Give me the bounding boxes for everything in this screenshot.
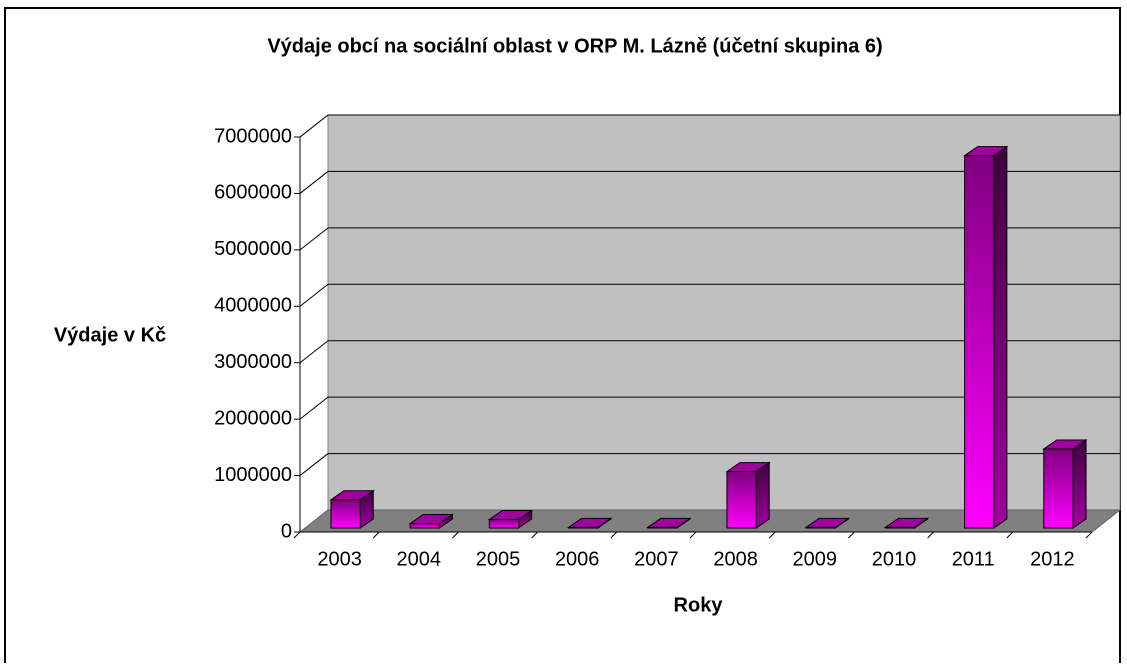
y-tick-label: 4000000	[214, 295, 292, 317]
grid-line	[299, 340, 329, 364]
grid-line	[299, 453, 329, 476]
bar-side	[993, 145, 1008, 529]
x-tick-label: 2009	[793, 548, 838, 570]
bar-side	[755, 461, 770, 529]
bar	[964, 155, 995, 529]
x-tick	[927, 531, 934, 539]
x-tick	[768, 531, 776, 539]
grid-line	[299, 114, 329, 138]
y-tick-label: 1000000	[214, 464, 292, 486]
x-tick	[610, 531, 618, 539]
bar	[488, 519, 520, 529]
y-tick-label: 6000000	[214, 182, 292, 204]
x-axis-label: Roky	[674, 594, 724, 616]
bar	[330, 499, 361, 529]
x-tick	[689, 531, 697, 539]
x-tick	[452, 531, 459, 539]
x-tick-label: 2011	[952, 548, 995, 570]
x-tick	[1085, 531, 1093, 539]
grid-line	[299, 227, 329, 251]
grid-line	[299, 283, 329, 307]
x-tick	[293, 531, 301, 539]
bar	[647, 526, 678, 529]
y-tick-label: 7000000	[214, 125, 292, 147]
y-tick-label: 5000000	[214, 238, 292, 260]
bar	[726, 471, 757, 529]
x-tick-label: 2007	[634, 548, 679, 570]
bar	[884, 526, 916, 529]
x-tick-label: 2012	[1030, 548, 1075, 570]
y-tick-label: 0	[281, 520, 292, 542]
y-tick-label: 3000000	[214, 351, 292, 373]
y-tick-label: 2000000	[214, 407, 292, 429]
bar-side	[1072, 439, 1087, 529]
y-axis-label: Výdaje v Kč	[54, 324, 166, 346]
x-tick-label: 2003	[317, 548, 362, 570]
x-tick	[531, 531, 538, 539]
bar	[1043, 448, 1074, 529]
grid-line	[299, 396, 329, 420]
bar	[409, 522, 440, 529]
x-tick-label: 2005	[476, 548, 521, 570]
x-tick	[372, 531, 380, 539]
x-tick-label: 2008	[713, 548, 758, 570]
chart-title: Výdaje obcí na sociální oblast v ORP M. …	[267, 35, 882, 57]
x-tick-label: 2004	[397, 548, 442, 570]
x-tick	[848, 531, 855, 539]
grid-line	[299, 171, 329, 194]
x-tick-label: 2006	[555, 548, 600, 570]
x-tick	[1006, 531, 1014, 539]
bar	[568, 526, 599, 529]
x-tick-label: 2010	[872, 548, 917, 570]
bar	[805, 526, 836, 529]
